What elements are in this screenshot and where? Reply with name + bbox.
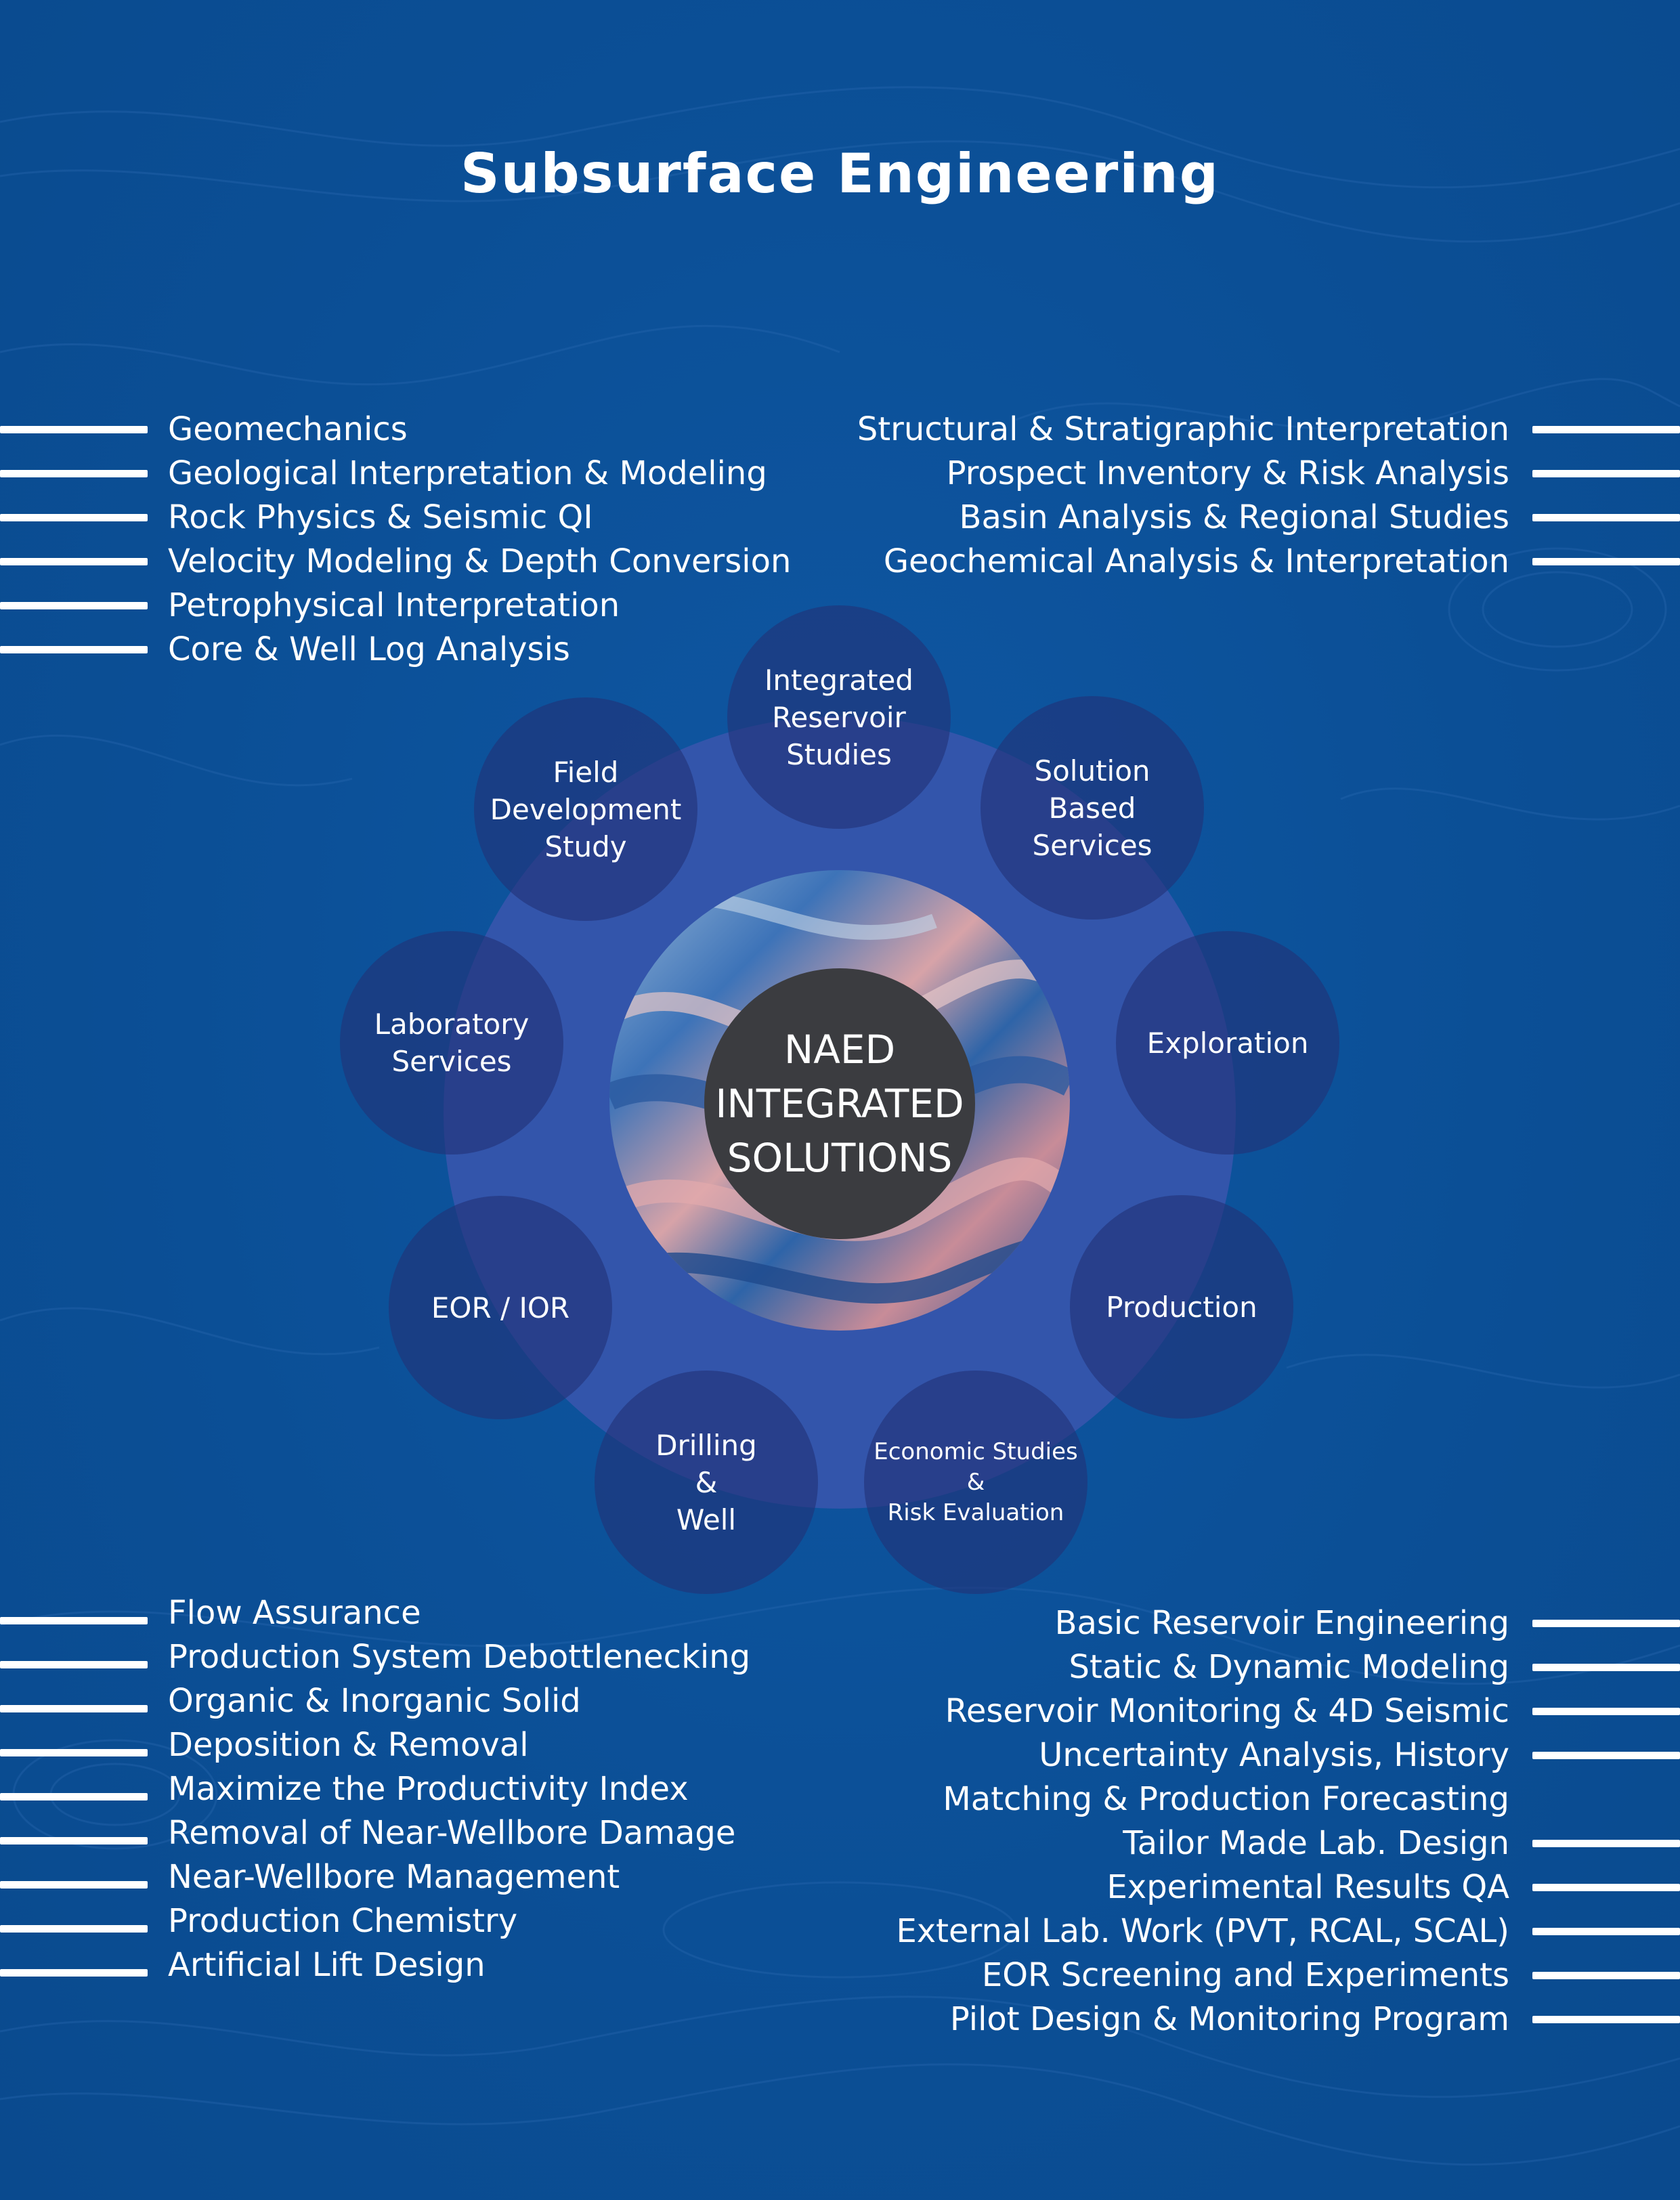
list-dash	[1532, 1708, 1680, 1715]
node-field-development-study[interactable]: Field Development Study	[474, 697, 697, 921]
list-item: External Lab. Work (PVT, RCAL, SCAL)	[896, 1910, 1680, 1954]
list-item: Flow Assurance	[0, 1591, 750, 1635]
list-item: Organic & Inorganic Solid	[0, 1679, 750, 1723]
list-item: Basic Reservoir Engineering	[896, 1601, 1680, 1645]
list-item: Tailor Made Lab. Design	[896, 1821, 1680, 1865]
list-item: Velocity Modeling & Depth Conversion	[0, 540, 791, 584]
list-dash	[0, 1925, 148, 1933]
list-item: Removal of Near-Wellbore Damage	[0, 1811, 750, 1855]
list-dash	[0, 1749, 148, 1756]
list-item: Artificial Lift Design	[0, 1943, 750, 1987]
reservoir-services-list: Basic Reservoir Engineering Static & Dyn…	[896, 1601, 1680, 2042]
list-item: Matching & Production Forecasting	[943, 1780, 1509, 1818]
list-dash	[0, 470, 148, 477]
node-label: Laboratory Services	[374, 1008, 530, 1078]
list-item: Near-Wellbore Management	[0, 1855, 750, 1899]
list-dash	[0, 1617, 148, 1624]
list-item: Geological Interpretation & Modeling	[0, 452, 791, 496]
list-dash	[1532, 558, 1680, 565]
list-dash	[0, 602, 148, 609]
list-item: Core & Well Log Analysis	[0, 628, 791, 672]
list-dash	[1532, 1840, 1680, 1847]
geoscience-services-list: Geomechanics Geological Interpretation &…	[0, 408, 791, 672]
list-dash	[0, 1969, 148, 1977]
list-dash	[1532, 514, 1680, 521]
list-dash	[1532, 1884, 1680, 1891]
list-item: Production Chemistry	[0, 1899, 750, 1943]
list-dash	[0, 1705, 148, 1712]
list-item: Geochemical Analysis & Interpretation	[857, 540, 1680, 584]
node-laboratory-services[interactable]: Laboratory Services	[340, 931, 563, 1155]
list-dash	[0, 646, 148, 653]
list-dash	[1532, 1664, 1680, 1671]
node-integrated-reservoir-studies[interactable]: Integrated Reservoir Studies	[727, 605, 951, 829]
list-item: Deposition & Removal	[0, 1723, 750, 1767]
list-item: EOR Screening and Experiments	[896, 1954, 1680, 1998]
production-services-list: Flow Assurance Production System Debottl…	[0, 1591, 750, 1987]
node-solution-based-services[interactable]: Solution Based Services	[981, 696, 1204, 920]
node-drilling-well[interactable]: Drilling & Well	[595, 1371, 818, 1594]
list-dash	[1532, 2016, 1680, 2023]
list-dash	[1532, 426, 1680, 433]
list-dash	[0, 1881, 148, 1889]
page-title: Subsurface Engineering	[460, 142, 1220, 205]
node-label: Drilling & Well	[655, 1428, 757, 1536]
list-item: Experimental Results QA	[896, 1865, 1680, 1910]
node-label: Exploration	[1146, 1026, 1309, 1060]
node-label: Integrated Reservoir Studies	[764, 663, 913, 771]
list-dash	[0, 514, 148, 521]
node-label: Solution Based Services	[1032, 754, 1153, 862]
node-eor-ior[interactable]: EOR / IOR	[389, 1196, 612, 1419]
node-exploration[interactable]: Exploration	[1116, 931, 1339, 1155]
list-item: Rock Physics & Seismic QI	[0, 496, 791, 540]
list-item: Pilot Design & Monitoring Program	[896, 1998, 1680, 2042]
list-dash	[1532, 1620, 1680, 1627]
node-economic-studies-risk-evaluation[interactable]: Economic Studies & Risk Evaluation	[864, 1371, 1087, 1594]
list-item: Structural & Stratigraphic Interpretatio…	[857, 408, 1680, 452]
center-label: NAED INTEGRATED SOLUTIONS	[715, 1027, 964, 1181]
exploration-services-list: Structural & Stratigraphic Interpretatio…	[857, 408, 1680, 584]
list-dash	[1532, 1928, 1680, 1935]
list-dash	[0, 1793, 148, 1800]
list-dash	[0, 1837, 148, 1845]
node-label: EOR / IOR	[431, 1291, 570, 1324]
list-dash	[1532, 470, 1680, 477]
list-dash	[0, 1661, 148, 1668]
list-item: Uncertainty Analysis, History	[896, 1733, 1680, 1777]
list-dash	[0, 558, 148, 565]
list-dash	[1532, 1972, 1680, 1979]
list-item: Basin Analysis & Regional Studies	[857, 496, 1680, 540]
node-production[interactable]: Production	[1070, 1195, 1293, 1419]
list-item: Static & Dynamic Modeling	[896, 1645, 1680, 1689]
node-label: Economic Studies & Risk Evaluation	[874, 1438, 1078, 1526]
list-item: Production System Debottlenecking	[0, 1635, 750, 1679]
list-item: Petrophysical Interpretation	[0, 584, 791, 628]
list-item: Geomechanics	[0, 408, 791, 452]
list-item: Prospect Inventory & Risk Analysis	[857, 452, 1680, 496]
node-label: Production	[1106, 1290, 1257, 1324]
list-dash	[0, 426, 148, 433]
node-label: Field Development Study	[490, 755, 682, 863]
list-item: Maximize the Productivity Index	[0, 1767, 750, 1811]
list-dash	[1532, 1752, 1680, 1759]
list-item: Reservoir Monitoring & 4D Seismic	[896, 1689, 1680, 1733]
center-hub: NAED INTEGRATED SOLUTIONS	[704, 968, 975, 1239]
